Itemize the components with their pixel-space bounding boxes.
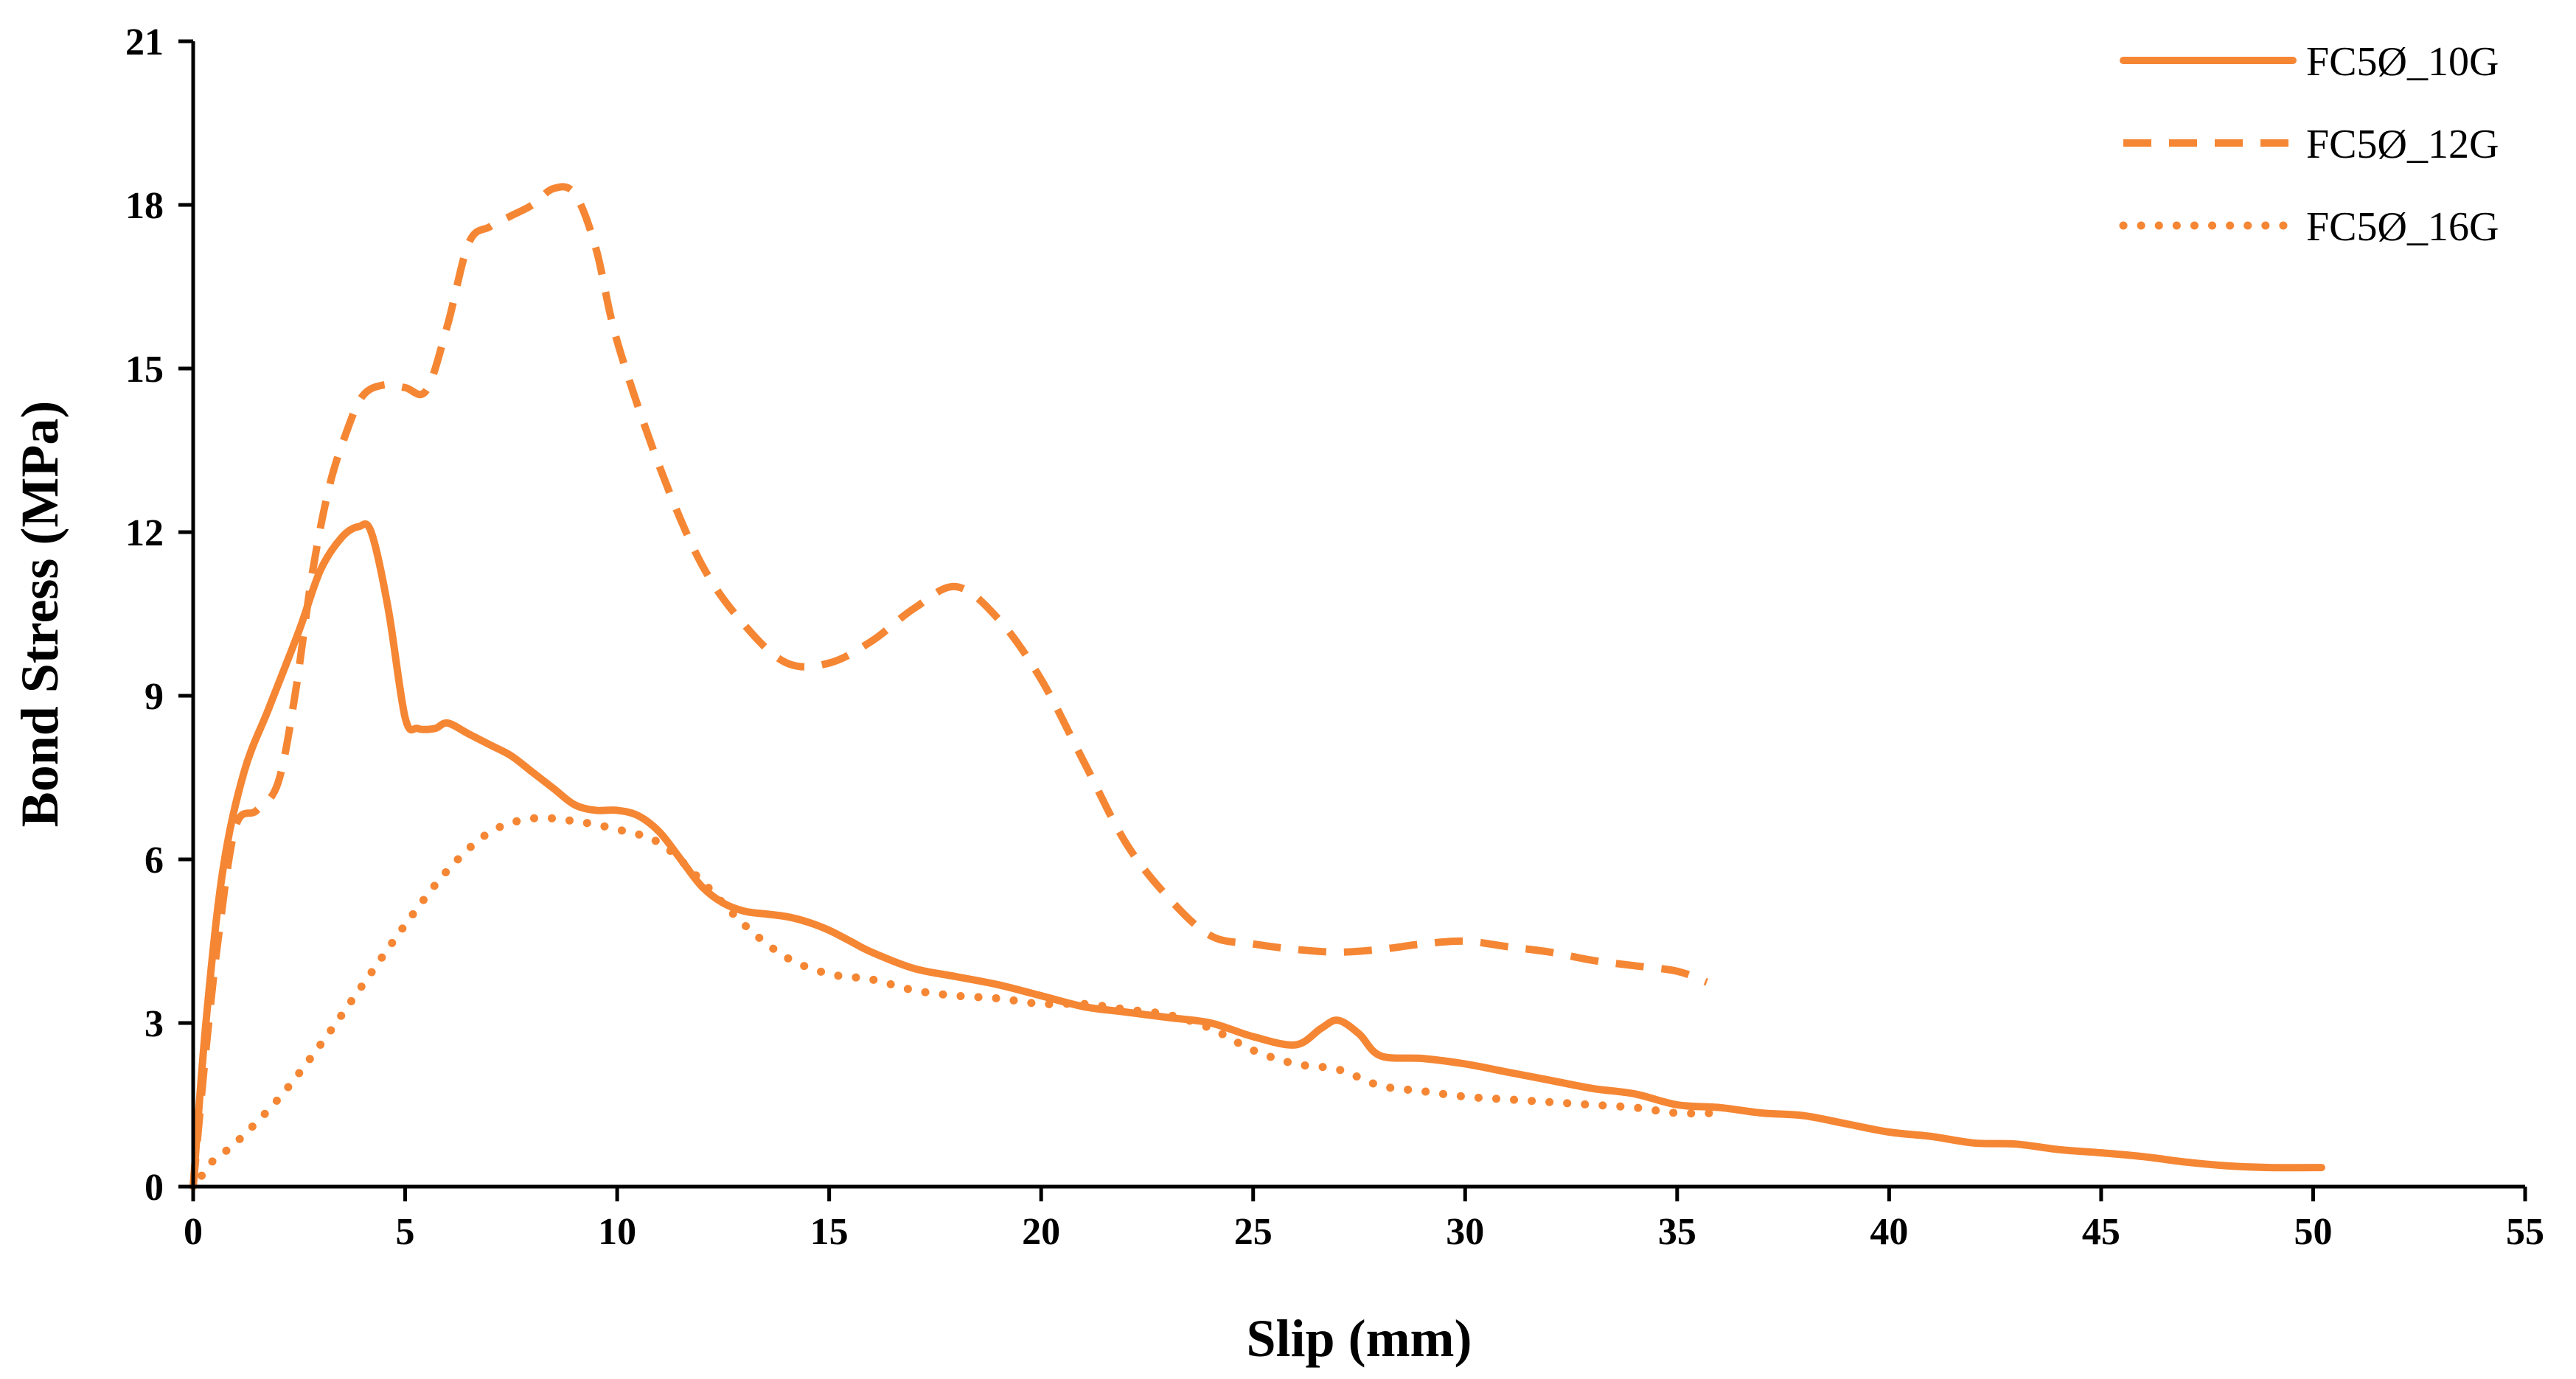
x-tick-label: 50 [2294, 1211, 2332, 1253]
y-tick-label: 6 [145, 839, 164, 881]
y-tick-label: 9 [145, 676, 164, 718]
y-tick-label: 12 [125, 512, 164, 554]
y-axis-title: Bond Stress (MPa) [10, 401, 69, 828]
x-tick-label: 55 [2506, 1211, 2544, 1253]
x-tick-label: 15 [810, 1211, 849, 1253]
x-tick-label: 5 [396, 1211, 415, 1253]
y-tick-label: 15 [125, 349, 164, 391]
legend-label-3: FC5Ø_16G [2306, 204, 2499, 250]
series-line-1 [189, 520, 2325, 1190]
x-tick-label: 35 [1658, 1211, 1696, 1253]
legend: FC5Ø_10G FC5Ø_12G FC5Ø_16G [2119, 39, 2499, 250]
x-axis-title: Slip (mm) [1247, 1309, 1472, 1368]
series-line-3 [198, 814, 1724, 1180]
x-ticks: 0 5 10 15 20 25 30 35 40 45 50 55 [184, 1187, 2544, 1253]
x-tick-label: 0 [184, 1211, 203, 1253]
x-tick-label: 20 [1022, 1211, 1060, 1253]
y-tick-label: 18 [125, 185, 164, 227]
x-tick-label: 30 [1446, 1211, 1484, 1253]
y-ticks: 0 3 6 9 12 15 18 21 [125, 21, 193, 1209]
x-tick-label: 25 [1234, 1211, 1273, 1253]
y-tick-label: 21 [125, 21, 164, 63]
x-tick-label: 45 [2082, 1211, 2120, 1253]
y-tick-label: 3 [145, 1003, 164, 1045]
x-tick-label: 10 [598, 1211, 636, 1253]
series-line-2 [189, 183, 1708, 1187]
plot-series [189, 183, 2325, 1190]
x-tick-label: 40 [1870, 1211, 1908, 1253]
legend-label-2: FC5Ø_12G [2306, 122, 2499, 167]
legend-label-1: FC5Ø_10G [2306, 39, 2499, 85]
y-tick-label: 0 [145, 1167, 164, 1209]
